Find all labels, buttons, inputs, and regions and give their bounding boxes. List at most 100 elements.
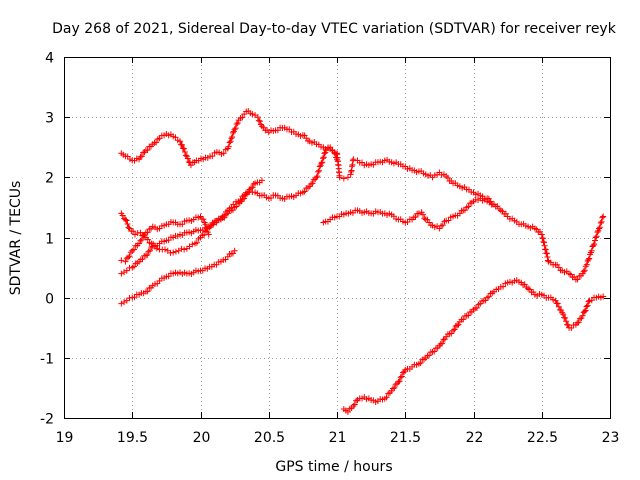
track-7-point [398, 373, 405, 380]
y-tick-label: -1 [40, 352, 54, 368]
x-tick-label: 22.5 [527, 430, 558, 446]
track-4-point [130, 263, 137, 270]
track-3-point [137, 237, 144, 244]
track-7-point [583, 303, 590, 310]
x-tick-label: 20.5 [254, 430, 285, 446]
track-1-point [340, 175, 347, 182]
track-4-point [148, 244, 155, 251]
track-7-point [450, 327, 457, 334]
track-2-point [124, 220, 131, 227]
track-1-point [225, 143, 232, 150]
track-7-point [396, 378, 403, 385]
track-2-point [178, 245, 185, 252]
track-2-point [122, 216, 129, 223]
y-tick-label: 4 [45, 51, 54, 67]
y-tick-label: 0 [45, 292, 54, 308]
track-1-point [182, 152, 189, 159]
track-3-point [126, 253, 133, 260]
track-6-point [465, 203, 472, 210]
track-7-point [397, 374, 404, 381]
track-7-point [383, 394, 390, 401]
track-2-point [327, 144, 334, 151]
track-4-point [221, 214, 228, 221]
track-5-point [231, 247, 238, 254]
track-1-point [596, 224, 603, 231]
track-4-point [207, 223, 214, 230]
track-1-point [256, 118, 263, 125]
track-4-point [250, 180, 257, 187]
track-1-point [137, 153, 144, 160]
track-7-point [417, 359, 424, 366]
track-7-point [395, 378, 402, 385]
track-1-point [228, 135, 235, 142]
track-2-point [319, 155, 326, 162]
track-1-point [350, 156, 357, 163]
track-1-point [580, 268, 587, 275]
chart-title: Day 268 of 2021, Sidereal Day-to-day VTE… [52, 21, 617, 37]
y-tick-label: 3 [45, 111, 54, 127]
track-1-point [593, 233, 600, 240]
track-7-point [563, 318, 570, 325]
track-5-point [121, 299, 128, 306]
track-7-point [554, 300, 561, 307]
track-1-point [234, 120, 241, 127]
track-6-point [412, 214, 419, 221]
x-tick-label: 19 [56, 430, 74, 446]
track-2-point [309, 180, 316, 187]
track-1-point [229, 129, 236, 136]
track-2-point [193, 239, 200, 246]
track-7-point [560, 311, 567, 318]
track-1-point [538, 231, 545, 238]
track-1-point [591, 237, 598, 244]
track-7-point [565, 322, 572, 329]
x-axis-label: GPS time / hours [275, 459, 392, 475]
track-7-point [582, 307, 589, 314]
track-4-point [139, 256, 146, 263]
track-4-point [123, 267, 130, 274]
track-7-point [439, 340, 446, 347]
track-3-point [118, 257, 125, 264]
track-7-point [344, 408, 351, 415]
track-1-point [539, 235, 546, 242]
track-2-point [230, 201, 237, 208]
track-4-point [239, 195, 246, 202]
track-1-point [598, 218, 605, 225]
track-2-point [125, 224, 132, 231]
track-7-point [558, 307, 565, 314]
track-4-point [144, 251, 151, 258]
track-1-point [588, 247, 595, 254]
track-2-point [321, 150, 328, 157]
grid-lines [64, 57, 610, 418]
track-7-point [460, 316, 467, 323]
track-1-point [153, 139, 160, 146]
track-1-point [233, 121, 240, 128]
track-7-point [455, 321, 462, 328]
track-7-point [440, 336, 447, 343]
track-7-point [431, 348, 438, 355]
track-2-point [181, 246, 188, 253]
track-1-point [344, 174, 351, 181]
track-1-point [542, 246, 549, 253]
track-2-point [315, 168, 322, 175]
track-7-point [350, 402, 357, 409]
track-2-point [319, 159, 326, 166]
track-1-point [574, 276, 581, 283]
track-2-point [189, 241, 196, 248]
track-2-point [320, 154, 327, 161]
track-1-point [541, 242, 548, 249]
track-2-point [170, 249, 177, 256]
track-3-point [136, 240, 143, 247]
track-7-point [452, 322, 459, 329]
track-1-point [592, 234, 599, 241]
track-1-point [586, 255, 593, 262]
y-tick-label: -2 [40, 412, 54, 428]
track-2-point [308, 180, 315, 187]
track-7-point [426, 352, 433, 359]
track-3-point [197, 213, 204, 220]
track-3-point [127, 249, 134, 256]
track-3-point [125, 254, 132, 261]
track-1-point [596, 225, 603, 232]
track-7-point [579, 312, 586, 319]
track-1-point [209, 153, 216, 160]
